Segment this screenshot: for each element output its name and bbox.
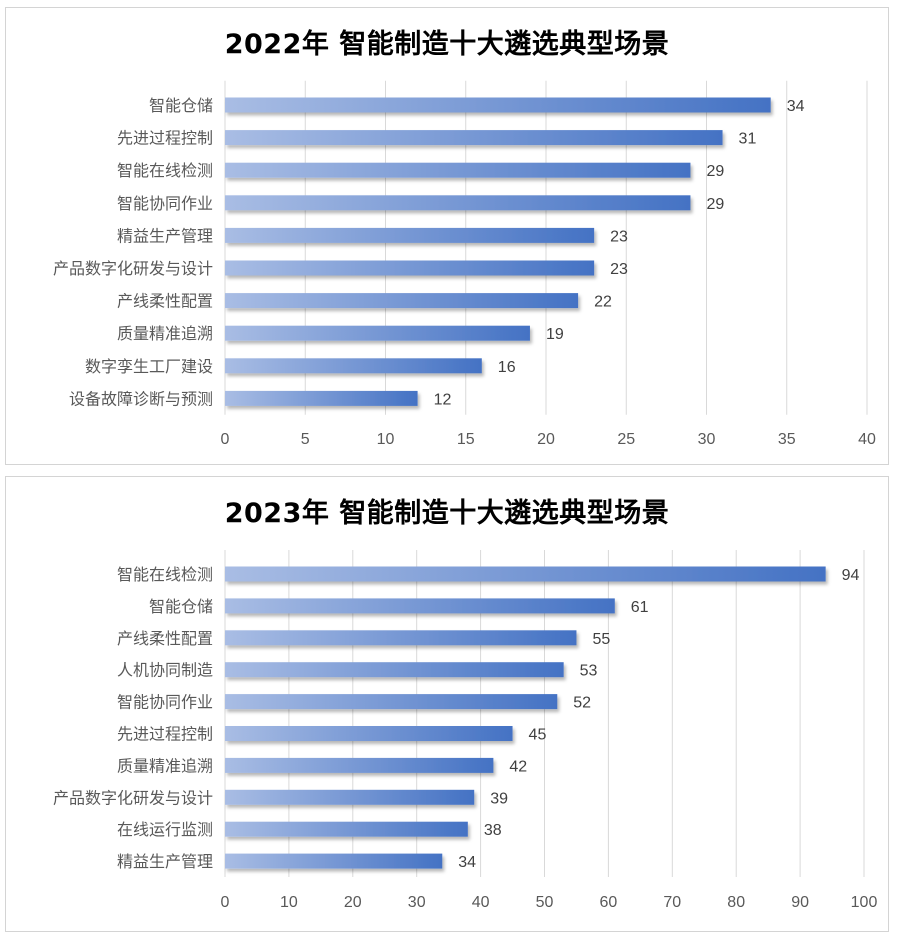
x-tick-label: 5 <box>301 431 310 448</box>
chart-title: 2022年 智能制造十大遴选典型场景 <box>224 29 670 60</box>
chart-panel-2022: 2022年 智能制造十大遴选典型场景 0 5 10 15 20 25 30 35 40 智能仓储 3… <box>5 7 889 465</box>
bar-chart-2022: 0 5 10 15 20 25 30 35 40 智能仓储 34 先进过程控制 31 智能在线检测 29 智能… <box>53 80 876 448</box>
category-label: 产线柔性配置 <box>117 629 213 648</box>
bar <box>225 694 558 710</box>
category-label: 在线运行监测 <box>117 820 213 839</box>
category-label: 质量精准追溯 <box>117 324 213 343</box>
x-tick-label: 70 <box>663 894 681 911</box>
x-tick-label: 30 <box>698 431 716 448</box>
x-tick-label: 10 <box>280 894 298 911</box>
x-tick-label: 10 <box>377 431 395 448</box>
bar <box>225 662 564 678</box>
bar-chart-2023: 0 10 20 30 40 50 60 70 80 90 100 智能在线检测 94 智能仓储 61 产线柔性… <box>53 550 878 911</box>
x-tick-label: 40 <box>472 894 490 911</box>
x-tick-label: 15 <box>457 431 475 448</box>
bar <box>225 195 691 211</box>
data-label: 38 <box>484 822 502 839</box>
category-label: 智能协同作业 <box>117 693 213 712</box>
bar <box>225 390 418 406</box>
chart-title: 2023年 智能制造十大遴选典型场景 <box>224 498 670 529</box>
data-label: 45 <box>529 727 547 744</box>
bar <box>225 227 595 243</box>
bar <box>225 260 595 276</box>
data-label: 61 <box>631 599 649 616</box>
category-label: 智能在线检测 <box>117 161 213 180</box>
x-tick-label: 20 <box>344 894 362 911</box>
x-tick-label: 90 <box>791 894 809 911</box>
category-label: 质量精准追溯 <box>117 756 213 775</box>
category-label: 智能仓储 <box>149 96 213 115</box>
data-label: 94 <box>842 567 860 584</box>
data-label: 52 <box>573 695 591 712</box>
category-label: 智能在线检测 <box>117 565 213 584</box>
data-label: 53 <box>580 663 598 680</box>
bar <box>225 97 771 113</box>
category-label: 先进过程控制 <box>117 725 213 744</box>
x-tick-label: 0 <box>221 894 230 911</box>
bar <box>225 853 443 869</box>
category-label: 人机协同制造 <box>117 661 213 680</box>
data-label: 22 <box>594 294 612 311</box>
category-label: 设备故障诊断与预测 <box>69 389 213 408</box>
x-tick-label: 60 <box>600 894 618 911</box>
category-label: 智能仓储 <box>149 597 213 616</box>
data-label: 34 <box>787 98 805 115</box>
x-tick-label: 30 <box>408 894 426 911</box>
bar <box>225 325 530 341</box>
category-label: 数字孪生工厂建设 <box>85 357 213 376</box>
data-label: 42 <box>509 758 527 775</box>
data-label: 23 <box>610 261 628 278</box>
bar <box>225 726 513 741</box>
category-label: 智能协同作业 <box>117 194 213 213</box>
bar <box>225 757 494 773</box>
category-label: 产品数字化研发与设计 <box>53 788 213 807</box>
data-label: 19 <box>546 326 564 343</box>
bar <box>225 789 475 805</box>
data-label: 16 <box>498 359 516 376</box>
x-tick-label: 0 <box>221 431 230 448</box>
x-tick-label: 20 <box>537 431 555 448</box>
bar <box>225 566 826 582</box>
data-label: 39 <box>490 790 508 807</box>
bar <box>225 598 615 614</box>
x-tick-label: 50 <box>536 894 554 911</box>
data-label: 31 <box>739 131 757 148</box>
category-label: 产品数字化研发与设计 <box>53 259 213 278</box>
category-label: 先进过程控制 <box>117 129 213 148</box>
chart-panel-2023: 2023年 智能制造十大遴选典型场景 0 10 20 30 40 50 60 70 80 90 10… <box>5 476 889 932</box>
bar <box>225 358 482 374</box>
category-label: 精益生产管理 <box>117 852 213 871</box>
x-tick-label: 40 <box>858 431 876 448</box>
data-label: 34 <box>458 854 476 871</box>
bar <box>225 821 468 837</box>
data-label: 29 <box>706 163 724 180</box>
data-label: 29 <box>706 196 724 213</box>
bar <box>225 630 577 646</box>
x-tick-label: 25 <box>617 431 635 448</box>
x-tick-label: 80 <box>727 894 745 911</box>
data-label: 23 <box>610 228 628 245</box>
bar <box>225 162 691 178</box>
bar <box>225 130 723 146</box>
data-label: 12 <box>434 391 452 408</box>
category-label: 精益生产管理 <box>117 226 213 245</box>
x-tick-label: 35 <box>778 431 796 448</box>
category-label: 产线柔性配置 <box>117 292 213 311</box>
data-label: 55 <box>592 631 610 648</box>
x-tick-label: 100 <box>851 894 878 911</box>
bar <box>225 293 579 309</box>
